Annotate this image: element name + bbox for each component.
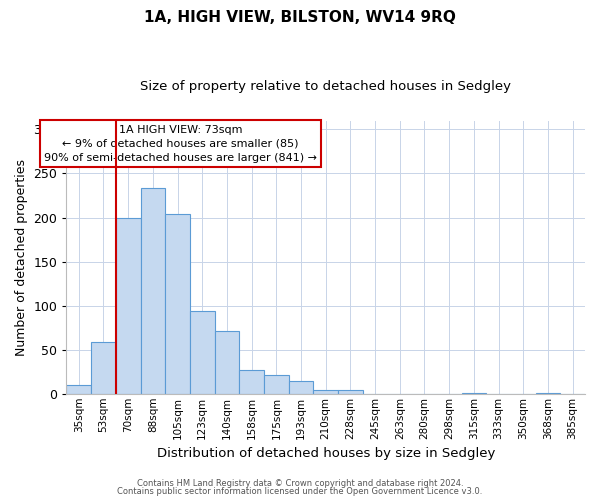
Bar [536,393,560,394]
Y-axis label: Number of detached properties: Number of detached properties [15,158,28,356]
Title: Size of property relative to detached houses in Sedgley: Size of property relative to detached ho… [140,80,511,93]
Bar [67,385,91,394]
Bar [140,188,165,394]
Bar [165,214,190,394]
Text: 1A, HIGH VIEW, BILSTON, WV14 9RQ: 1A, HIGH VIEW, BILSTON, WV14 9RQ [144,10,456,25]
Bar [215,331,239,394]
Bar [239,370,264,394]
Bar [116,218,140,394]
Bar [289,380,313,394]
Bar [461,393,486,394]
Bar [338,390,363,394]
Bar [190,311,215,394]
Text: Contains public sector information licensed under the Open Government Licence v3: Contains public sector information licen… [118,487,482,496]
Bar [91,342,116,394]
Text: 1A HIGH VIEW: 73sqm
← 9% of detached houses are smaller (85)
90% of semi-detache: 1A HIGH VIEW: 73sqm ← 9% of detached hou… [44,124,317,162]
Bar [264,376,289,394]
X-axis label: Distribution of detached houses by size in Sedgley: Distribution of detached houses by size … [157,447,495,460]
Text: Contains HM Land Registry data © Crown copyright and database right 2024.: Contains HM Land Registry data © Crown c… [137,478,463,488]
Bar [313,390,338,394]
